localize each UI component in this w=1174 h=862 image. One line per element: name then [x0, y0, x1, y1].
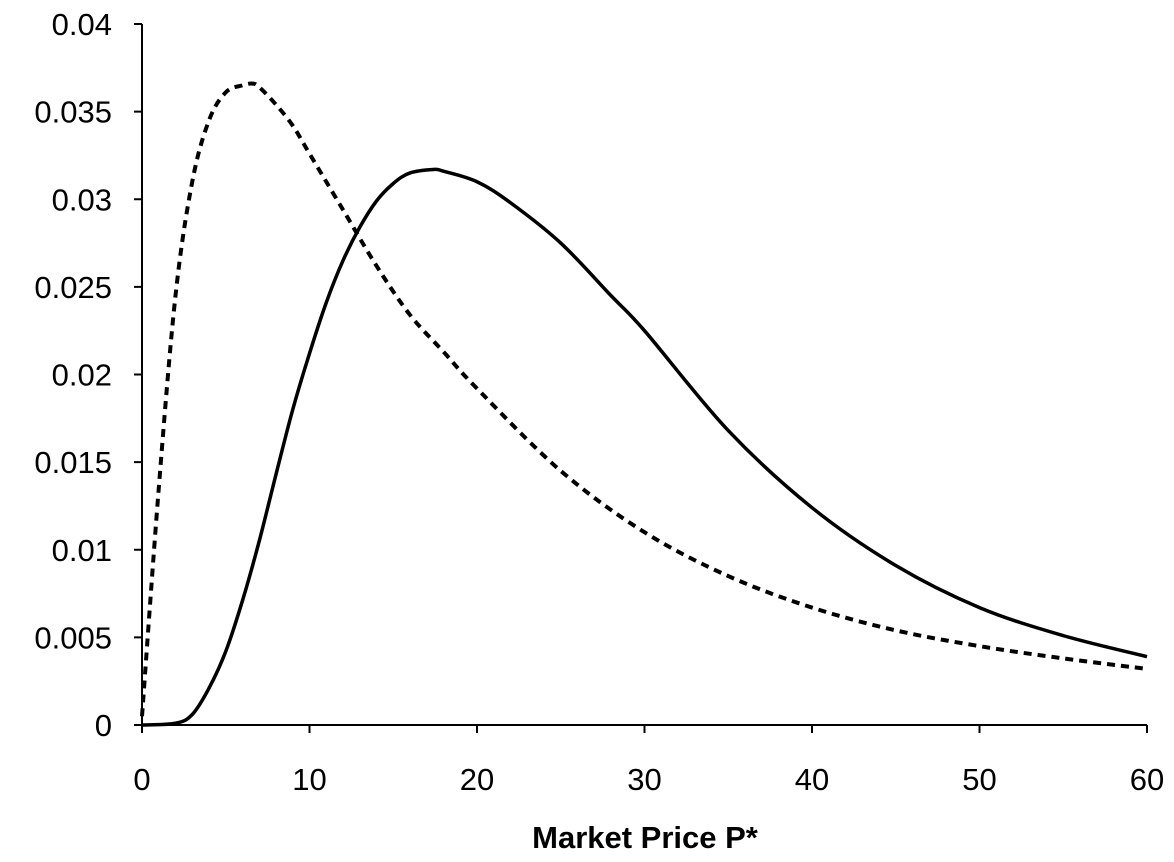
series-line-dashed [140, 81, 1148, 717]
x-axis-title: Market Price P* [532, 820, 759, 855]
y-tick-label: 0 [95, 708, 112, 743]
x-tick-label: 30 [627, 762, 661, 797]
x-tick-label: 10 [292, 762, 326, 797]
y-tick-label: 0.015 [34, 445, 112, 480]
x-tick-label: 20 [460, 762, 494, 797]
x-tick-label: 40 [795, 762, 829, 797]
axes [141, 24, 1147, 726]
series-line-solid [141, 167, 1148, 727]
plot-area [140, 81, 1148, 727]
x-tick-label: 60 [1130, 762, 1164, 797]
y-tick-label: 0.005 [34, 620, 112, 655]
x-tick-label: 50 [962, 762, 996, 797]
y-tick-label: 0.01 [52, 533, 112, 568]
y-tick-label: 0.035 [34, 95, 112, 130]
y-ticks: 0 0.005 0.01 0.015 0.02 0.025 0.03 0.035 0.04 [34, 7, 142, 743]
y-tick-label: 0.04 [52, 7, 112, 42]
y-tick-label: 0.025 [34, 270, 112, 305]
x-tick-label: 0 [133, 762, 150, 797]
y-tick-label: 0.03 [52, 182, 112, 217]
y-tick-label: 0.02 [52, 358, 112, 393]
x-ticks: 0 10 20 30 40 50 60 [133, 725, 1164, 797]
